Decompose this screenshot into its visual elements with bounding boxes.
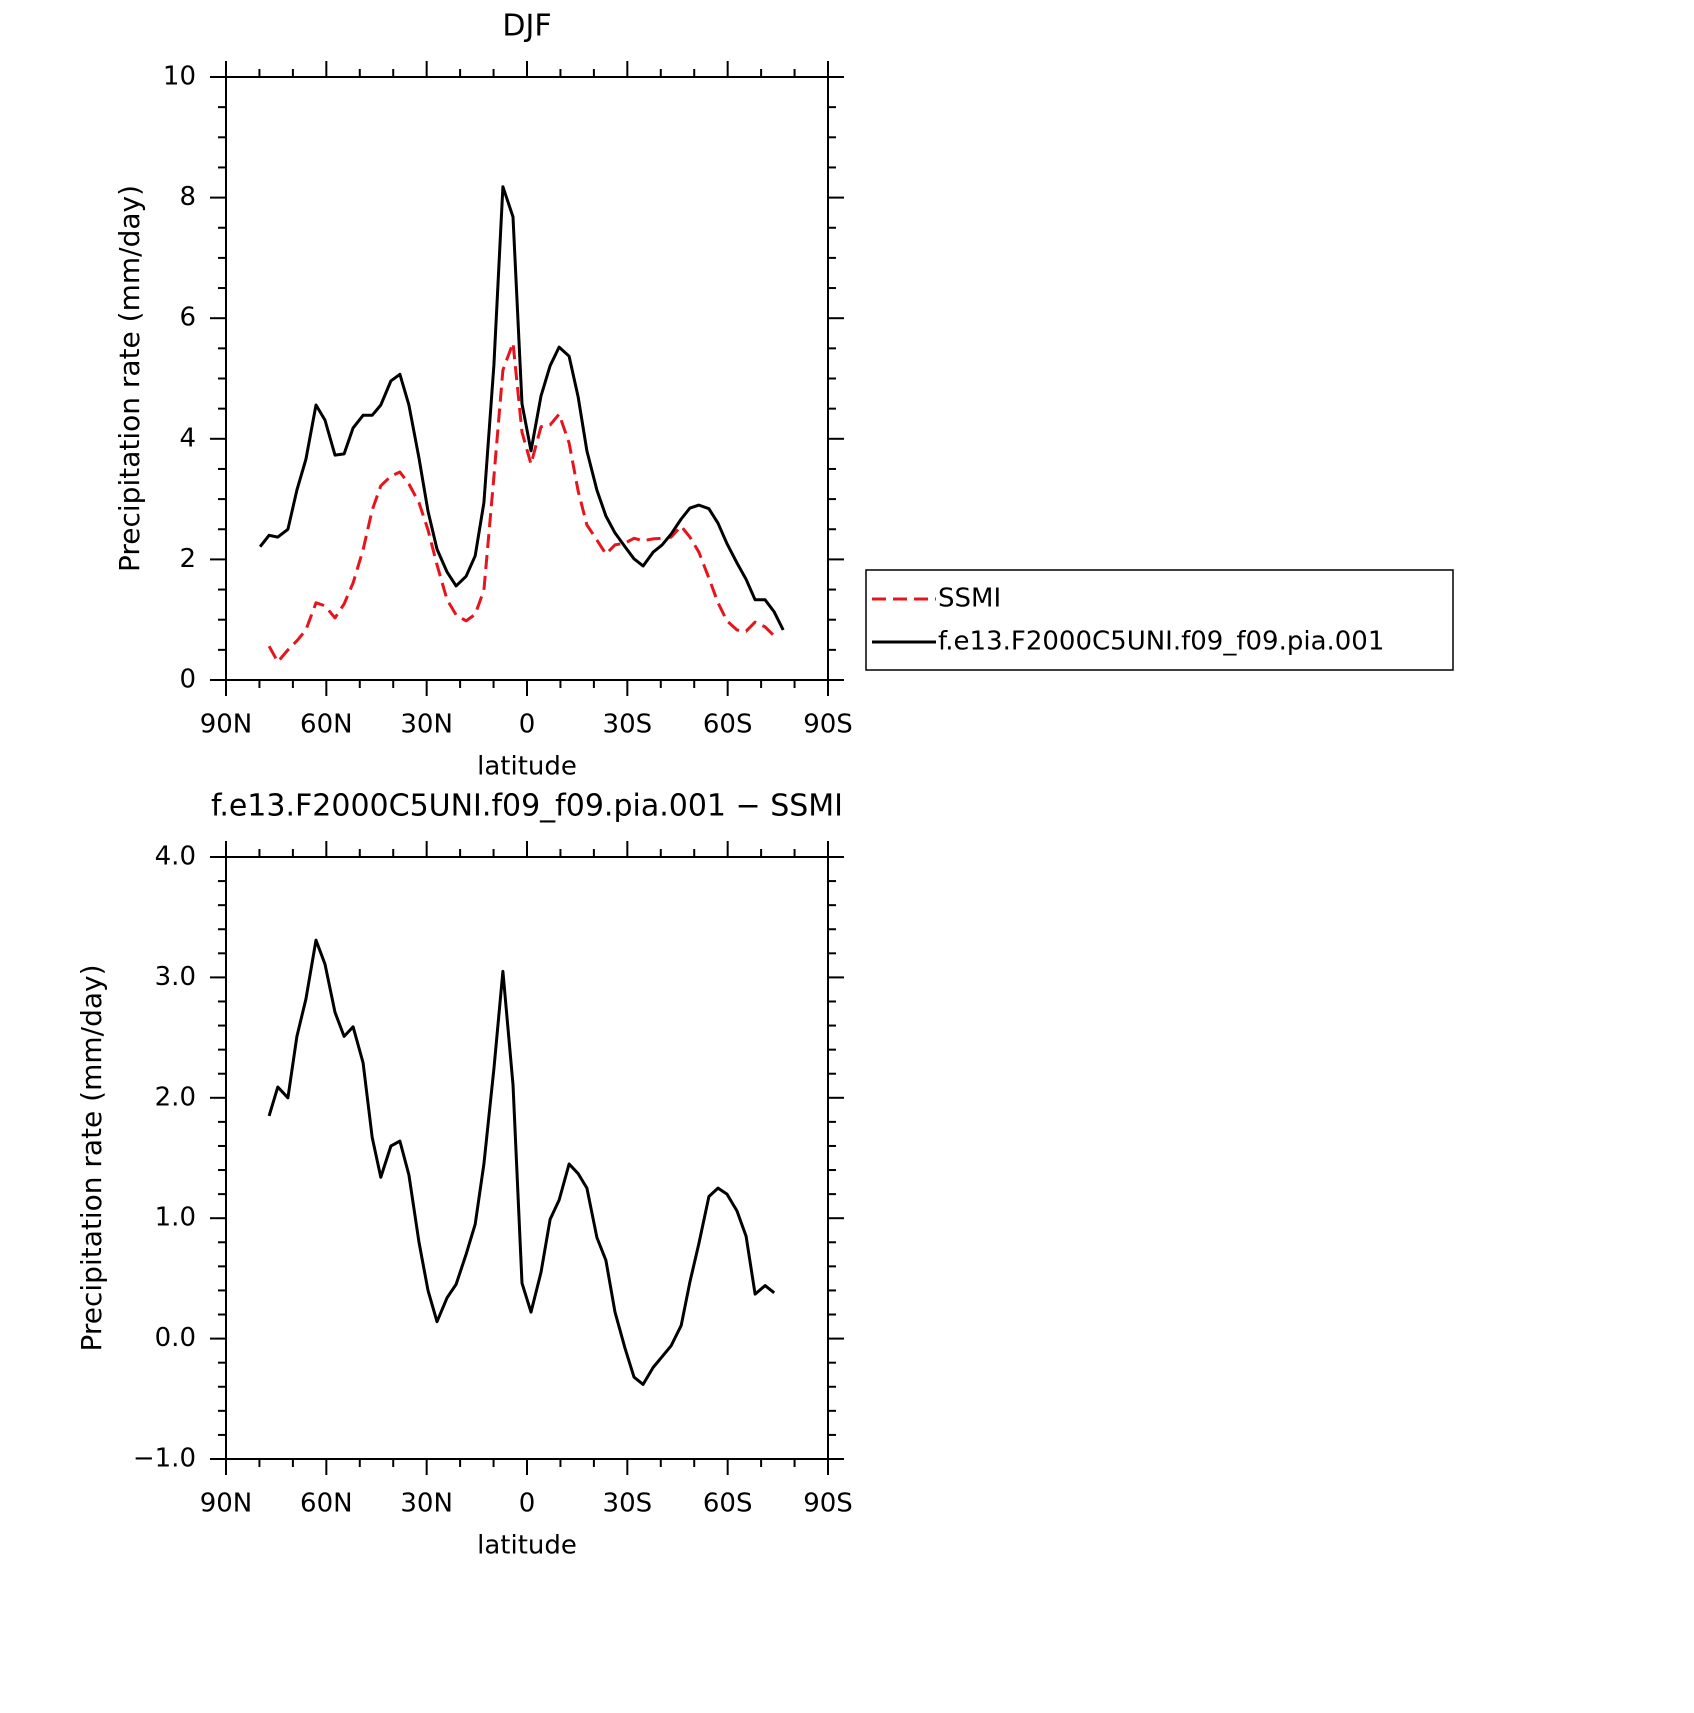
x-tick-label: 0 xyxy=(519,1489,536,1519)
y-tick-label: 2 xyxy=(179,544,196,574)
x-tick-label: 30N xyxy=(400,1489,453,1519)
y-axis-label: Precipitation rate (mm/day) xyxy=(113,185,146,572)
y-tick-label: 8 xyxy=(179,182,196,212)
data-line xyxy=(267,938,776,1386)
x-tick-label: 90N xyxy=(200,710,253,740)
y-tick-label: 3.0 xyxy=(155,962,196,992)
y-tick-label: 0 xyxy=(179,665,196,695)
legend-label: SSMI xyxy=(938,584,1001,614)
x-axis-label: latitude xyxy=(477,752,577,782)
plot-frame xyxy=(225,76,829,681)
x-tick-label: 90N xyxy=(200,1489,253,1519)
y-tick-label: −1.0 xyxy=(133,1444,196,1474)
x-tick-label: 30S xyxy=(603,710,653,740)
x-tick-label: 30S xyxy=(603,1489,653,1519)
x-tick-label: 90S xyxy=(803,710,853,740)
x-tick-label: 90S xyxy=(803,1489,853,1519)
y-tick-label: 4.0 xyxy=(155,842,196,872)
y-tick-label: 1.0 xyxy=(155,1203,196,1233)
x-tick-label: 60S xyxy=(703,710,753,740)
legend-label: f.e13.F2000C5UNI.f09_f09.pia.001 xyxy=(938,627,1384,657)
y-tick-label: 4 xyxy=(179,423,196,453)
y-tick-label: 6 xyxy=(179,303,196,333)
data-line xyxy=(258,185,785,631)
legend: SSMI f.e13.F2000C5UNI.f09_f09.pia.001 xyxy=(865,569,1454,671)
x-tick-label: 30N xyxy=(400,710,453,740)
x-tick-label: 60S xyxy=(703,1489,753,1519)
plot-frame xyxy=(225,856,829,1460)
data-line xyxy=(267,341,776,664)
chart-title: f.e13.F2000C5UNI.f09_f09.pia.001 − SSMI xyxy=(211,789,843,824)
y-axis-label: Precipitation rate (mm/day) xyxy=(75,964,108,1351)
legend-box xyxy=(865,569,1454,671)
x-tick-label: 60N xyxy=(300,710,353,740)
y-tick-label: 0.0 xyxy=(155,1323,196,1353)
x-tick-label: 60N xyxy=(300,1489,353,1519)
y-tick-label: 2.0 xyxy=(155,1082,196,1112)
x-tick-label: 0 xyxy=(519,710,536,740)
chart-title: DJF xyxy=(502,9,551,44)
y-tick-label: 10 xyxy=(163,62,196,92)
x-axis-label: latitude xyxy=(477,1531,577,1561)
